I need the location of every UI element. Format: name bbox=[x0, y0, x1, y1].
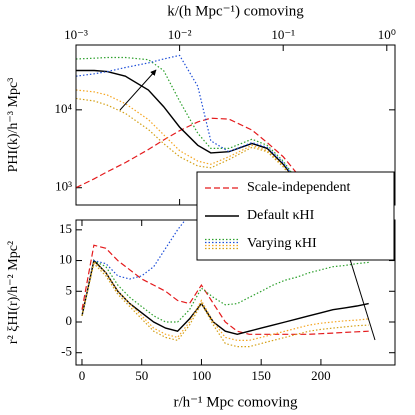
x-tick-label: 150 bbox=[251, 368, 271, 383]
series-line bbox=[81, 259, 369, 323]
y-tick-label: 5 bbox=[66, 282, 73, 297]
series-line bbox=[81, 244, 369, 335]
x-tick-label: 100 bbox=[192, 368, 212, 383]
series-line bbox=[81, 259, 369, 336]
series-line bbox=[76, 69, 315, 205]
x-tick-label: 10⁻² bbox=[168, 27, 192, 42]
x-tick-label: 0 bbox=[79, 368, 86, 383]
x-tick-label: 10⁻¹ bbox=[271, 27, 295, 42]
legend-label: Default κHI bbox=[247, 208, 315, 223]
x-axis-label: k/(h Mpc⁻¹) comoving bbox=[167, 3, 304, 19]
x-tick-label: 50 bbox=[135, 368, 148, 383]
y-tick-label: 15 bbox=[59, 221, 72, 236]
series-line bbox=[81, 220, 186, 316]
y-tick-label: -5 bbox=[61, 344, 72, 359]
series-line bbox=[81, 262, 369, 348]
legend-label: Varying κHI bbox=[247, 236, 317, 251]
x-tick-label: 10⁻³ bbox=[64, 27, 88, 42]
series-line bbox=[76, 56, 315, 205]
y-tick-label: 10³ bbox=[55, 179, 72, 194]
y-tick-label: 10⁴ bbox=[54, 101, 72, 116]
x-axis-label: r/h⁻¹ Mpc comoving bbox=[173, 394, 298, 410]
y-axis-label: PHI(k)/h⁻³ Mpc³ bbox=[6, 78, 21, 173]
y-axis-label: r² ξHI(r)/h⁻² Mpc² bbox=[6, 241, 21, 344]
plot-area bbox=[76, 54, 315, 205]
y-tick-label: 10 bbox=[59, 252, 72, 267]
plot-area bbox=[81, 220, 369, 348]
series-line bbox=[76, 54, 315, 205]
legend-label: Scale-independent bbox=[247, 180, 351, 195]
y-tick-label: 0 bbox=[66, 313, 73, 328]
series-line bbox=[76, 117, 315, 196]
arrow bbox=[119, 69, 157, 111]
series-line bbox=[76, 89, 315, 205]
x-tick-label: 10⁰ bbox=[378, 27, 396, 42]
series-line bbox=[76, 97, 314, 205]
x-tick-label: 200 bbox=[311, 368, 331, 383]
